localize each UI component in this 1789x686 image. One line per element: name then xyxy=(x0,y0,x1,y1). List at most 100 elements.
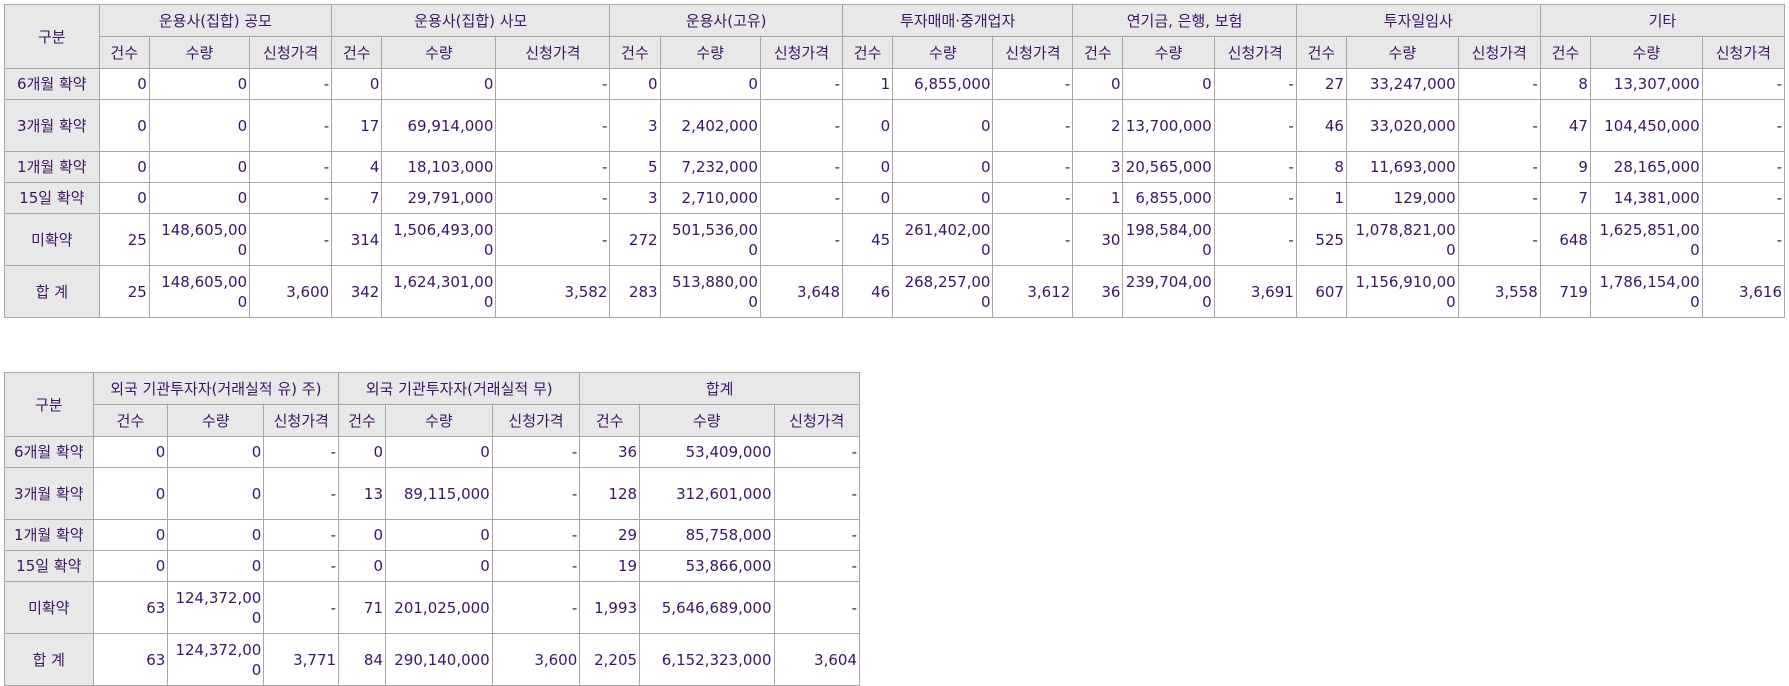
table-row: 15일 확약 0 0-0 0-19 53,866,000- xyxy=(4,550,861,582)
table-cell: 0 xyxy=(148,182,251,214)
table-cell: 0 xyxy=(841,99,894,152)
table-cell: - xyxy=(491,519,581,551)
table-cell: 25 xyxy=(98,265,150,318)
table-cell: 30 xyxy=(1072,213,1124,266)
table-cell: 1,156,910,000 xyxy=(1345,265,1459,318)
table-cell: 0 xyxy=(841,151,894,183)
table-cell: - xyxy=(773,550,861,582)
table-cell: 513,880,000 xyxy=(659,265,761,318)
table-cell: - xyxy=(992,151,1074,183)
table-cell: 2 xyxy=(1072,99,1124,152)
table-cell: - xyxy=(491,581,581,634)
table-cell: 36 xyxy=(1072,265,1124,318)
group-header: 운용사(고유) xyxy=(609,4,843,37)
sub-header: 건수 xyxy=(1072,36,1124,69)
table-cell: 201,025,000 xyxy=(385,581,493,634)
table-cell: 501,536,000 xyxy=(659,213,761,266)
row-label: 3개월 확약 xyxy=(4,99,100,152)
table-row: 6개월 확약 0 0-0 0-36 53,409,000- xyxy=(4,436,861,468)
table-cell: 3,600 xyxy=(491,633,581,686)
table-cell: - xyxy=(495,99,611,152)
table-cell: - xyxy=(263,467,340,520)
table-cell: 3,648 xyxy=(759,265,844,318)
sub-header: 건수 xyxy=(579,404,641,437)
table-cell: 3,558 xyxy=(1457,265,1541,318)
table-cell: 0 xyxy=(92,467,169,520)
table-cell: 89,115,000 xyxy=(385,467,493,520)
table-cell: 3,691 xyxy=(1213,265,1297,318)
sub-header: 신청가격 xyxy=(1213,36,1297,69)
table-cell: - xyxy=(992,68,1074,100)
table-cell: 3,600 xyxy=(249,265,333,318)
table-cell: 28,165,000 xyxy=(1589,151,1703,183)
table-cell: 46 xyxy=(1295,99,1347,152)
table-cell: - xyxy=(249,99,333,152)
table-cell: - xyxy=(773,581,861,634)
sub-header: 신청가격 xyxy=(491,404,581,437)
table-cell: - xyxy=(491,550,581,582)
row-label: 1개월 확약 xyxy=(4,151,100,183)
table-cell: 29,791,000 xyxy=(381,182,497,214)
table-cell: - xyxy=(1701,68,1786,100)
table-cell: 0 xyxy=(381,68,497,100)
table-cell: 268,257,000 xyxy=(892,265,994,318)
sub-header: 수량 xyxy=(659,36,761,69)
table-cell: 9 xyxy=(1539,151,1591,183)
table-cell: 0 xyxy=(92,436,169,468)
table-cell: 13,307,000 xyxy=(1589,68,1703,100)
sub-header: 수량 xyxy=(892,36,994,69)
table-cell: 53,866,000 xyxy=(639,550,775,582)
table-cell: 17 xyxy=(331,99,383,152)
group-header: 운용사(집합) 공모 xyxy=(98,4,333,37)
table-cell: 312,601,000 xyxy=(639,467,775,520)
table-cell: 53,409,000 xyxy=(639,436,775,468)
table-cell: - xyxy=(1457,182,1541,214)
sub-header: 수량 xyxy=(1345,36,1459,69)
row-label: 1개월 확약 xyxy=(4,519,94,551)
table-cell: 0 xyxy=(167,519,265,551)
table-cell: - xyxy=(491,467,581,520)
table-cell: 5 xyxy=(609,151,661,183)
sub-header: 신청가격 xyxy=(1701,36,1786,69)
table-cell: - xyxy=(1213,68,1297,100)
table-cell: - xyxy=(1213,151,1297,183)
table-cell: - xyxy=(1213,182,1297,214)
table-cell: 1,786,154,000 xyxy=(1589,265,1703,318)
table-cell: 33,020,000 xyxy=(1345,99,1459,152)
sub-header: 건수 xyxy=(331,36,383,69)
table-cell: 47 xyxy=(1539,99,1591,152)
table-cell: 0 xyxy=(167,550,265,582)
table-cell: - xyxy=(1213,99,1297,152)
table-cell: 18,103,000 xyxy=(381,151,497,183)
table-cell: 19 xyxy=(579,550,641,582)
table-cell: 8 xyxy=(1539,68,1591,100)
table-cell: - xyxy=(249,151,333,183)
sub-header: 신청가격 xyxy=(1457,36,1541,69)
table-cell: 1 xyxy=(841,68,894,100)
table-cell: - xyxy=(495,182,611,214)
table-cell: 11,693,000 xyxy=(1345,151,1459,183)
sub-header: 건수 xyxy=(92,404,169,437)
table-cell: 46 xyxy=(841,265,894,318)
table-cell: 85,758,000 xyxy=(639,519,775,551)
table-cell: 3 xyxy=(609,99,661,152)
table-cell: 63 xyxy=(92,633,169,686)
table-row: 3개월 확약 0 0-17 69,914,000-3 2,402,000-0 0-2 13,… xyxy=(4,99,1786,152)
table-cell: 3,582 xyxy=(495,265,611,318)
table-cell: 6,152,323,000 xyxy=(639,633,775,686)
table-cell: - xyxy=(992,99,1074,152)
table-cell: 0 xyxy=(1122,68,1215,100)
table-cell: 7 xyxy=(1539,182,1591,214)
group-header: 외국 기관투자자(거래실적 유) 주) xyxy=(92,372,340,405)
table-cell: 0 xyxy=(892,99,994,152)
table-cell: 1,625,851,000 xyxy=(1589,213,1703,266)
table-cell: 1 xyxy=(1072,182,1124,214)
table-cell: 0 xyxy=(92,519,169,551)
table-cell: 0 xyxy=(98,182,150,214)
table-cell: 0 xyxy=(148,151,251,183)
sub-header: 수량 xyxy=(1122,36,1215,69)
table-cell: 14,381,000 xyxy=(1589,182,1703,214)
table-cell: 8 xyxy=(1295,151,1347,183)
table-cell: 272 xyxy=(609,213,661,266)
table-cell: - xyxy=(249,182,333,214)
